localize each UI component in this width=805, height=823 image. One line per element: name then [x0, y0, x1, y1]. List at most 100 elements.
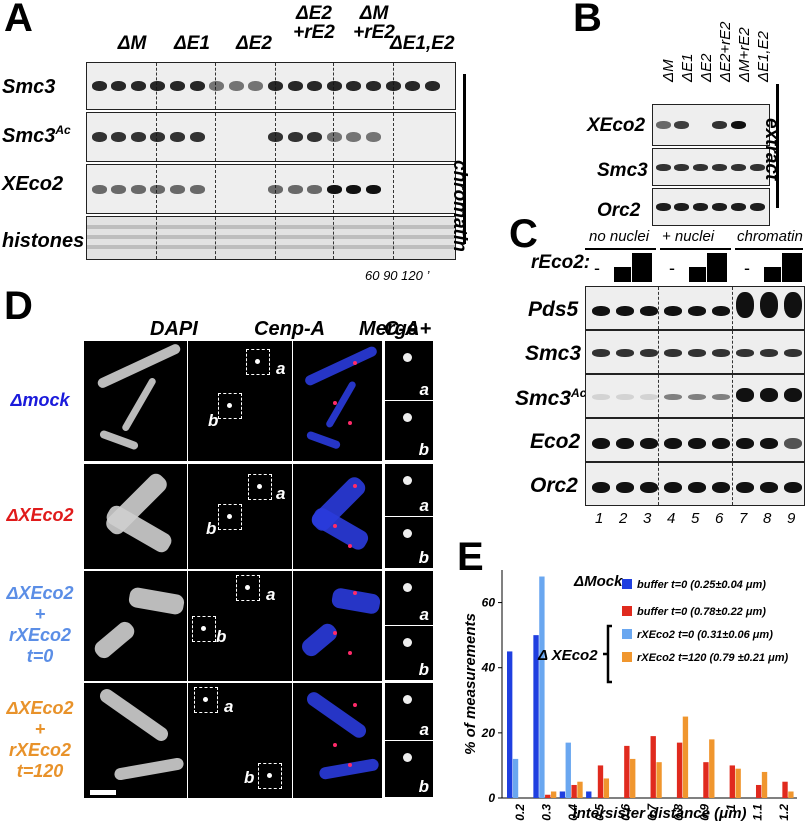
centromere-dot — [333, 743, 337, 747]
bar — [539, 576, 545, 798]
panel-c-row-smc3: Smc3 — [525, 342, 582, 365]
chromosome — [305, 430, 341, 450]
legend-swatch — [622, 579, 632, 589]
band — [655, 203, 671, 211]
lane-number-2: 2 — [619, 510, 628, 527]
band — [189, 184, 205, 194]
roi-box-a — [246, 349, 270, 375]
bar — [512, 758, 519, 798]
band — [736, 292, 754, 318]
panel-a-lane-1: ΔM — [117, 33, 147, 54]
blot-c-smc3 — [585, 330, 805, 374]
panel-b-lane-1: ΔM — [660, 59, 677, 82]
band — [267, 184, 283, 194]
lane-divider — [275, 217, 276, 259]
reco2-high-bar — [707, 253, 727, 282]
cenpa-spot — [203, 697, 208, 702]
bar — [676, 742, 683, 798]
panel-a-lane-5: ΔM +rE2 — [353, 3, 395, 43]
panel-a-row-histones: histones — [2, 230, 85, 252]
zoom-label-b: b — [418, 440, 429, 459]
band — [130, 184, 146, 194]
bar — [709, 739, 715, 798]
no-reco2-dash: - — [594, 258, 600, 278]
bar — [533, 635, 539, 798]
panel-c-row-orc2: Orc2 — [530, 474, 578, 497]
bar — [761, 771, 768, 798]
centromere-dot — [348, 421, 352, 425]
x-tick-label: 1.2 — [777, 804, 791, 821]
lane-divider — [215, 113, 216, 161]
blot-b-smc3 — [652, 148, 770, 186]
zoom-spot — [403, 583, 412, 592]
lane-number-1: 1 — [595, 510, 604, 527]
panel-d-col-dapi: DAPI — [150, 318, 198, 340]
band — [640, 481, 658, 493]
legend-bracket — [603, 624, 612, 684]
x-tick-label: 0.4 — [566, 804, 580, 821]
band — [730, 163, 746, 171]
chromosome — [97, 686, 171, 744]
zoom-label-b: b — [418, 548, 429, 567]
group-line-1 — [585, 248, 656, 250]
band — [640, 394, 658, 400]
zoom-spot — [403, 752, 412, 762]
panel-b-row-smc3: Smc3 — [597, 160, 648, 181]
centromere-dot — [353, 484, 357, 488]
band — [784, 437, 802, 449]
band — [692, 163, 708, 171]
band — [688, 394, 706, 400]
lane-divider — [658, 375, 659, 417]
band — [688, 306, 706, 316]
band — [640, 437, 658, 449]
bar — [735, 768, 741, 798]
zoom-label-b: b — [418, 777, 429, 796]
band — [736, 481, 754, 493]
blot-c-eco2 — [585, 418, 805, 462]
histone-band — [87, 245, 455, 249]
band — [688, 437, 706, 449]
micrograph-dapi-row1 — [83, 340, 188, 462]
zoom-b-row1: b — [384, 400, 434, 461]
zoom-label-a: a — [419, 605, 429, 624]
roi-box-a — [248, 474, 272, 500]
cenpa-spot — [267, 773, 272, 778]
panel-a-row-smc3ac: Smc3Ac — [2, 123, 71, 147]
blot-b-orc2 — [652, 188, 770, 226]
band — [784, 349, 802, 357]
band — [346, 184, 362, 194]
band — [616, 481, 634, 493]
y-axis-label: % of measurements — [462, 613, 479, 755]
band — [150, 132, 166, 142]
panel-a-lane-4: ΔE2 +rE2 — [293, 3, 335, 43]
band — [111, 81, 127, 91]
zoom-spot — [403, 476, 412, 485]
panel-c-row-smc3ac: Smc3Ac — [515, 386, 587, 410]
band — [664, 437, 682, 449]
lane-divider — [732, 331, 733, 373]
band — [760, 349, 778, 357]
legend-swatch — [622, 652, 632, 662]
y-tick-label: 0 — [488, 791, 495, 805]
roi-box-a — [236, 575, 260, 601]
band — [248, 81, 264, 91]
band — [616, 306, 634, 316]
band — [287, 81, 303, 91]
zoom-spot — [403, 695, 412, 704]
panel-b-row-orc2: Orc2 — [597, 200, 641, 221]
band — [692, 203, 708, 211]
band — [664, 306, 682, 316]
centromere-dot — [353, 591, 357, 595]
band — [592, 306, 610, 316]
roi-label-a: a — [266, 585, 276, 604]
band — [592, 437, 610, 449]
band — [616, 437, 634, 449]
panel-b-lane-3: ΔE2 — [698, 53, 715, 82]
y-tick-label: 60 — [482, 596, 496, 610]
bar — [729, 765, 735, 798]
blot-b-xeco2 — [652, 104, 770, 146]
band — [130, 81, 146, 91]
bar — [545, 794, 551, 798]
band — [189, 81, 205, 91]
